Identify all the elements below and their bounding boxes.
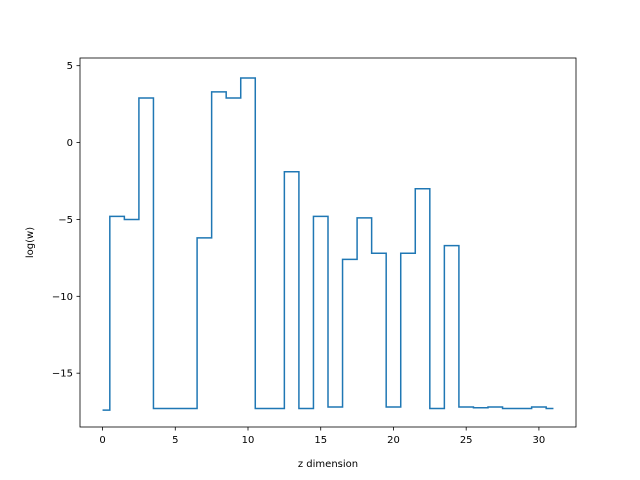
x-axis-ticks: 0 5 10 15 20 25 30 [99,427,545,446]
x-tick-label: 10 [242,435,255,446]
y-tick-label: −15 [52,369,73,380]
series-step-line [102,77,554,411]
x-axis-label: z dimension [298,459,358,470]
x-tick-label: 25 [460,435,473,446]
y-tick-label: −5 [58,215,73,226]
y-tick-label: −10 [52,292,73,303]
y-axis-ticks: −15 −10 −5 0 5 [52,61,80,380]
x-tick-label: 20 [387,435,400,446]
y-tick-label: 0 [67,138,73,149]
y-axis-label: log(w) [25,227,36,258]
x-tick-label: 5 [172,435,178,446]
y-tick-label: 5 [67,61,73,72]
axes-frame [79,57,577,428]
x-tick-label: 15 [314,435,327,446]
plot-area [102,77,554,411]
x-tick-label: 30 [533,435,546,446]
x-tick-label: 0 [99,435,105,446]
